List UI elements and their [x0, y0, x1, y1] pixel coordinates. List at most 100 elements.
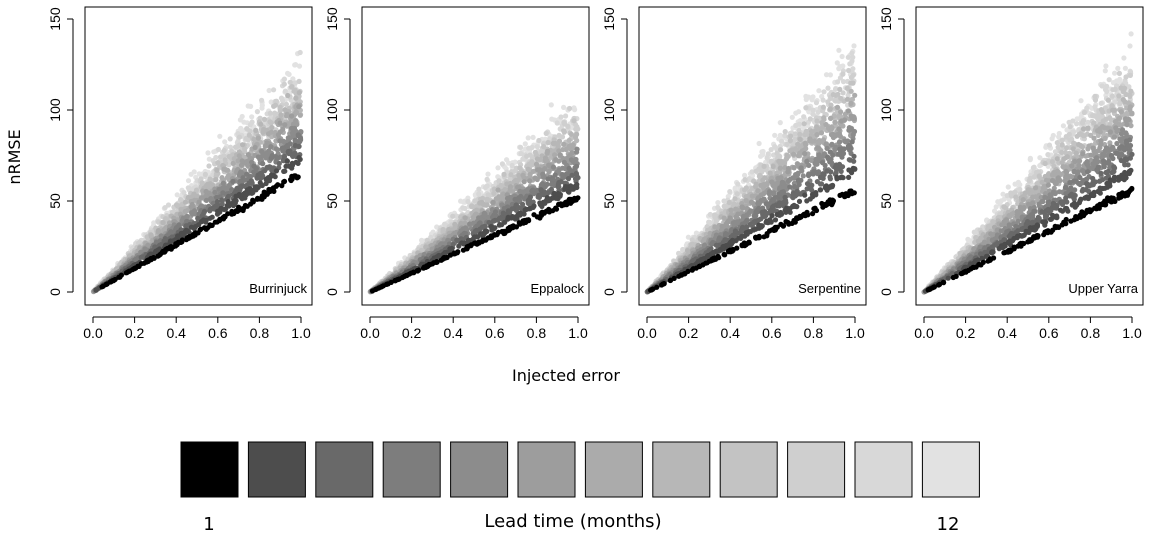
data-point [272, 102, 279, 108]
data-point [167, 238, 174, 244]
data-point [803, 105, 809, 111]
data-point [462, 225, 469, 231]
data-point [233, 208, 239, 214]
data-point [566, 137, 572, 143]
data-point [253, 127, 259, 133]
data-point [465, 239, 471, 245]
data-point [716, 235, 723, 241]
data-point [273, 146, 279, 152]
data-point [272, 174, 278, 180]
data-point [481, 202, 487, 208]
data-point [522, 207, 528, 213]
data-point [767, 191, 773, 197]
data-point [239, 158, 245, 164]
data-point [273, 168, 280, 174]
data-point [832, 119, 838, 125]
data-point [777, 165, 783, 171]
data-point [173, 241, 180, 247]
data-point [829, 160, 835, 166]
data-point [542, 200, 548, 206]
data-point [276, 160, 282, 167]
data-point [174, 192, 180, 198]
data-point [493, 196, 499, 202]
data-point [521, 179, 527, 185]
data-point [477, 220, 483, 226]
data-point [238, 162, 245, 168]
data-point [481, 237, 487, 243]
data-point [458, 198, 464, 204]
data-point [238, 169, 244, 175]
data-point [495, 165, 501, 171]
data-point [242, 202, 248, 209]
data-point [791, 151, 797, 157]
data-point [462, 215, 468, 221]
data-point [806, 171, 812, 177]
data-point [476, 215, 482, 221]
data-point [421, 264, 427, 270]
data-point [727, 189, 733, 195]
data-point [231, 156, 237, 162]
data-point [155, 229, 161, 235]
data-point [202, 171, 208, 177]
data-point [281, 178, 288, 184]
data-point [795, 161, 801, 167]
data-point [573, 170, 580, 177]
data-point [240, 207, 246, 214]
y-tick-label: 150 [47, 7, 63, 31]
data-point [207, 222, 213, 228]
data-point [185, 185, 191, 191]
data-point [278, 112, 284, 118]
data-point [850, 72, 856, 78]
data-point [278, 95, 285, 101]
data-point [129, 267, 136, 273]
data-point [289, 113, 295, 119]
data-point [732, 196, 738, 202]
data-point [707, 219, 713, 225]
data-point [450, 213, 456, 219]
data-point [797, 136, 803, 142]
data-point [238, 185, 244, 191]
data-point [267, 119, 273, 125]
data-point [560, 147, 566, 153]
data-point [743, 194, 749, 200]
data-point [293, 95, 299, 101]
data-point [833, 98, 839, 104]
data-point [848, 88, 854, 94]
data-point [849, 96, 856, 102]
data-point [550, 176, 556, 182]
data-point [742, 172, 748, 178]
panel-name-label: Eppalock [531, 281, 585, 296]
data-point [283, 101, 289, 107]
data-point [712, 212, 718, 218]
data-point [287, 79, 293, 85]
data-point [791, 165, 797, 171]
data-point [534, 156, 541, 162]
data-point [414, 268, 420, 274]
data-point [676, 250, 682, 256]
data-point [175, 233, 181, 239]
data-point [196, 222, 202, 228]
data-point [795, 178, 801, 184]
data-point [474, 240, 480, 246]
data-point [212, 189, 218, 195]
data-point [820, 104, 827, 110]
data-point [541, 144, 547, 150]
data-point [849, 139, 855, 145]
data-point [556, 184, 562, 190]
data-point [145, 258, 151, 265]
data-point [839, 53, 845, 60]
data-point [193, 187, 200, 193]
data-point [558, 201, 564, 207]
data-point [93, 287, 99, 293]
data-point [219, 185, 226, 191]
data-point [837, 75, 844, 81]
data-point [268, 144, 274, 150]
plot-frame [361, 6, 590, 306]
data-point [206, 183, 213, 189]
data-point [380, 283, 386, 289]
data-point [795, 170, 801, 176]
data-point [554, 120, 560, 126]
data-point [527, 171, 533, 177]
data-point [219, 197, 225, 203]
data-point [492, 232, 498, 238]
